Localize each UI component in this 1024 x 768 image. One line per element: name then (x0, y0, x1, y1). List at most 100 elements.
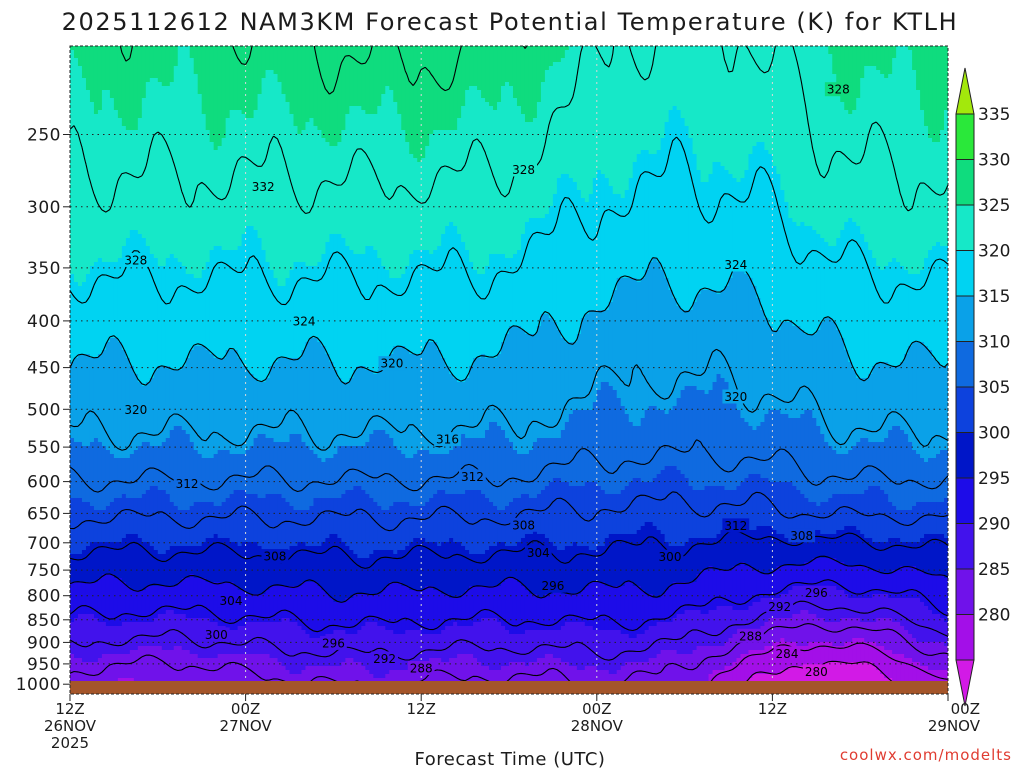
contour-cell (812, 78, 817, 83)
contour-cell (864, 114, 869, 119)
contour-cell (520, 110, 526, 115)
contour-cell (461, 134, 466, 139)
contour-cell (201, 66, 207, 71)
contour-cell (864, 86, 869, 91)
contour-cell (185, 102, 191, 107)
contour-cell (501, 94, 506, 99)
contour-cell (501, 126, 506, 131)
contour-cell (592, 106, 598, 111)
contour-cell (113, 82, 119, 87)
contour-cell (137, 50, 143, 55)
contour-cell (365, 62, 370, 67)
contour-cell (453, 62, 458, 67)
contour-cell (273, 126, 279, 131)
contour-cell (125, 90, 131, 95)
contour-cell (169, 46, 175, 51)
contour-cell (373, 82, 378, 87)
contour-cell (556, 78, 562, 83)
contour-cell (277, 102, 283, 107)
contour-cell (660, 102, 666, 107)
contour-cell (81, 114, 87, 119)
contour-cell (652, 130, 658, 135)
contour-cell (137, 82, 143, 87)
contour-cell (944, 70, 948, 75)
contour-cell (792, 66, 797, 71)
contour-cell (229, 82, 235, 87)
contour-cell (465, 82, 470, 87)
contour-cell (169, 110, 175, 115)
contour-cell (672, 110, 678, 115)
contour-cell (389, 134, 394, 139)
contour-cell (716, 106, 722, 111)
contour-cell (101, 130, 107, 135)
contour-cell (105, 102, 111, 107)
contour-cell (461, 130, 466, 135)
contour-cell (189, 78, 195, 83)
contour-cell (524, 54, 530, 59)
contour-cell (277, 78, 283, 83)
contour-cell (421, 106, 426, 111)
contour-cell (409, 118, 414, 123)
contour-cell (912, 114, 917, 119)
contour-cell (752, 62, 758, 67)
contour-cell (872, 58, 877, 63)
contour-cell (928, 82, 933, 87)
contour-cell (536, 110, 542, 115)
contour-cell (620, 102, 626, 107)
contour-cell (648, 114, 654, 119)
contour-cell (253, 106, 259, 111)
contour-cell (744, 78, 750, 83)
contour-cell (345, 50, 350, 55)
contour-cell (221, 110, 227, 115)
contour-cell (477, 102, 482, 107)
contour-cell (109, 114, 115, 119)
contour-cell (924, 86, 929, 91)
contour-cell (261, 50, 267, 55)
contour-cell (720, 106, 726, 111)
contour-cell (409, 130, 414, 135)
contour-cell (708, 62, 714, 67)
contour-cell (381, 50, 386, 55)
contour-cell (253, 118, 259, 123)
contour-cell (265, 118, 271, 123)
contour-cell (664, 102, 670, 107)
contour-cell (928, 102, 933, 107)
contour-cell (524, 82, 530, 87)
contour-cell (924, 50, 929, 55)
contour-cell (173, 114, 179, 119)
contour-cell (644, 50, 650, 55)
contour-cell (265, 90, 271, 95)
contour-cell (776, 130, 781, 135)
contour-cell (764, 122, 770, 127)
contour-cell (453, 74, 458, 79)
contour-cell (70, 70, 75, 75)
contour-cell (273, 50, 279, 55)
contour-cell (660, 58, 666, 63)
contour-cell (129, 74, 135, 79)
contour-cell (173, 74, 179, 79)
contour-cell (369, 50, 374, 55)
contour-cell (237, 122, 243, 127)
contour-cell (516, 66, 522, 71)
contour-cell (133, 70, 139, 75)
contour-cell (237, 114, 243, 119)
contour-cell (652, 82, 658, 87)
contour-cell (904, 98, 909, 103)
contour-cell (385, 110, 390, 115)
contour-cell (401, 86, 406, 91)
contour-cell (644, 102, 650, 107)
contour-cell (489, 130, 494, 135)
contour-cell (556, 102, 562, 107)
contour-cell (556, 106, 562, 111)
contour-cell (313, 114, 319, 119)
contour-cell (768, 90, 773, 95)
contour-cell (77, 58, 83, 63)
contour-cell (552, 130, 558, 135)
contour-cell (281, 78, 287, 83)
contour-cell (864, 70, 869, 75)
contour-cell (221, 118, 227, 123)
contour-cell (528, 54, 534, 59)
contour-cell (940, 58, 945, 63)
contour-cell (337, 74, 342, 79)
contour-cell (265, 134, 271, 139)
